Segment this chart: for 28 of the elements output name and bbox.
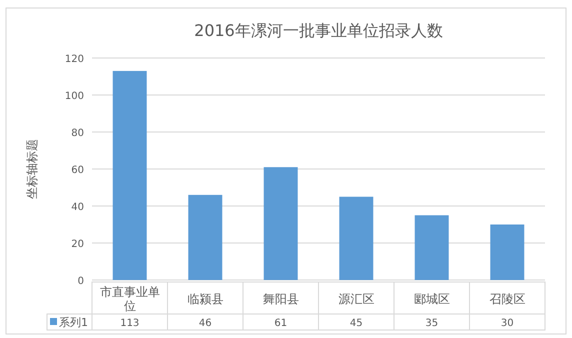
y-tick-label: 40 [71, 202, 84, 213]
bar [490, 224, 524, 280]
data-label: 45 [350, 318, 363, 329]
x-tick-label: 临颍县 [187, 292, 224, 306]
data-label: 46 [198, 318, 212, 329]
bar [188, 194, 222, 280]
data-label: 30 [500, 318, 514, 329]
y-tick-label: 80 [71, 128, 84, 139]
bar [112, 70, 147, 280]
y-tick-label: 120 [64, 54, 84, 65]
bar [414, 215, 449, 280]
data-label: 61 [274, 318, 288, 329]
y-tick-label: 100 [64, 91, 84, 102]
x-tick-label: 郾城区 [414, 292, 450, 306]
bar [339, 196, 374, 280]
y-tick-label: 60 [71, 165, 84, 176]
x-tick-label: 市直事业单位 [100, 285, 160, 313]
bar [264, 167, 298, 280]
x-tick-label: 召陵区 [489, 292, 526, 306]
data-label: 35 [425, 318, 438, 329]
x-tick-label: 舞阳县 [262, 292, 299, 306]
y-axis-title: 坐标轴标题 [25, 139, 39, 199]
y-tick-label: 20 [71, 239, 84, 250]
x-tick-label: 源汇区 [338, 292, 374, 306]
legend-label: 系列1 [59, 316, 88, 329]
data-label: 113 [120, 318, 140, 329]
chart-title: 2016年漯河一批事业单位招录人数 [194, 21, 443, 40]
y-tick-label: 0 [78, 276, 84, 287]
